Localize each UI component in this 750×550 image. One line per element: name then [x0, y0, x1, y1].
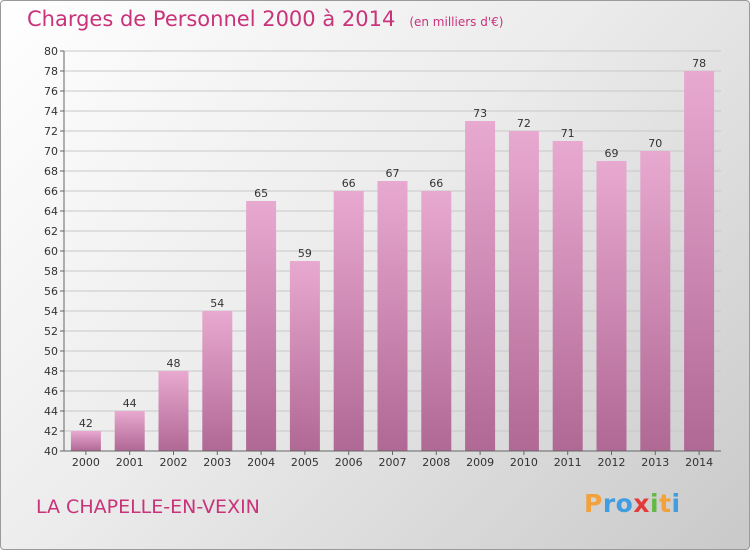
- data-label: 71: [561, 127, 575, 140]
- data-label: 69: [605, 147, 619, 160]
- x-tick-label: 2000: [72, 456, 100, 469]
- bar[interactable]: [333, 191, 364, 451]
- y-tick-label: 54: [44, 305, 58, 318]
- y-tick-label: 70: [44, 145, 58, 158]
- data-labels: 42 44 48 54 65 59 66 67 66 73 72 71 69 70 78: [79, 57, 706, 430]
- data-label: 48: [167, 357, 181, 370]
- x-tick-label: 2010: [510, 456, 538, 469]
- data-label: 70: [648, 137, 662, 150]
- x-tick-label: 2014: [685, 456, 713, 469]
- chart-title: Charges de Personnel 2000 à 2014 (en mill…: [27, 7, 503, 31]
- data-label: 66: [429, 177, 443, 190]
- bar[interactable]: [684, 71, 715, 451]
- logo-letter: x: [633, 489, 650, 518]
- y-tick-label: 58: [44, 265, 58, 278]
- data-label: 59: [298, 247, 312, 260]
- y-tick-label: 64: [44, 205, 58, 218]
- x-tick-label: 2007: [379, 456, 407, 469]
- logo-letter: r: [602, 489, 616, 518]
- x-tick-label: 2008: [422, 456, 450, 469]
- y-tick-label: 52: [44, 325, 58, 338]
- logo-letter: t: [659, 489, 672, 518]
- bar[interactable]: [114, 411, 145, 451]
- y-tick-label: 60: [44, 245, 58, 258]
- x-tick-label: 2012: [598, 456, 626, 469]
- x-tick-label: 2004: [247, 456, 275, 469]
- logo-letter: i: [671, 489, 681, 518]
- bar[interactable]: [289, 261, 320, 451]
- x-tick-label: 2003: [203, 456, 231, 469]
- y-tick-label: 50: [44, 345, 58, 358]
- bar[interactable]: [377, 181, 408, 451]
- y-tick-label: 80: [44, 45, 58, 58]
- proxiti-logo[interactable]: Proxiti: [584, 489, 681, 518]
- bar[interactable]: [465, 121, 496, 451]
- y-tick-label: 72: [44, 125, 58, 138]
- bar[interactable]: [640, 151, 671, 451]
- axes: 40 42 44 46 48 50 52 54 56 58 60 62 64 66 68 70 72 74 76 78…: [44, 45, 721, 469]
- x-tick-label: 2013: [641, 456, 669, 469]
- bar[interactable]: [246, 201, 277, 451]
- data-label: 67: [386, 167, 400, 180]
- data-label: 72: [517, 117, 531, 130]
- logo-letter: P: [584, 489, 603, 518]
- y-tick-label: 76: [44, 85, 58, 98]
- bars: [70, 71, 715, 451]
- bar[interactable]: [202, 311, 233, 451]
- data-label: 44: [123, 397, 137, 410]
- bar[interactable]: [508, 131, 539, 451]
- x-tick-label: 2002: [160, 456, 188, 469]
- y-tick-label: 42: [44, 425, 58, 438]
- data-label: 78: [692, 57, 706, 70]
- bar[interactable]: [596, 161, 627, 451]
- y-tick-label: 74: [44, 105, 58, 118]
- x-tick-label: 2005: [291, 456, 319, 469]
- bar[interactable]: [552, 141, 583, 451]
- x-tick-label: 2001: [116, 456, 144, 469]
- chart-subtitle: (en milliers d'€): [409, 15, 504, 29]
- data-label: 73: [473, 107, 487, 120]
- chart-title-text: Charges de Personnel 2000 à 2014: [27, 7, 396, 31]
- y-tick-label: 68: [44, 165, 58, 178]
- y-tick-label: 56: [44, 285, 58, 298]
- data-label: 66: [342, 177, 356, 190]
- bar[interactable]: [70, 431, 101, 451]
- bar[interactable]: [421, 191, 452, 451]
- y-tick-label: 40: [44, 445, 58, 458]
- y-tick-label: 66: [44, 185, 58, 198]
- commune-name: LA CHAPELLE-EN-VEXIN: [36, 496, 260, 518]
- data-label: 54: [210, 297, 224, 310]
- y-tick-label: 46: [44, 385, 58, 398]
- y-tick-label: 78: [44, 65, 58, 78]
- y-tick-label: 62: [44, 225, 58, 238]
- logo-letter: i: [650, 489, 660, 518]
- data-label: 65: [254, 187, 268, 200]
- bar[interactable]: [158, 371, 189, 451]
- x-tick-label: 2006: [335, 456, 363, 469]
- x-tick-label: 2009: [466, 456, 494, 469]
- x-tick-label: 2011: [554, 456, 582, 469]
- y-tick-label: 44: [44, 405, 58, 418]
- logo-letter: o: [615, 489, 634, 518]
- y-tick-label: 48: [44, 365, 58, 378]
- data-label: 42: [79, 417, 93, 430]
